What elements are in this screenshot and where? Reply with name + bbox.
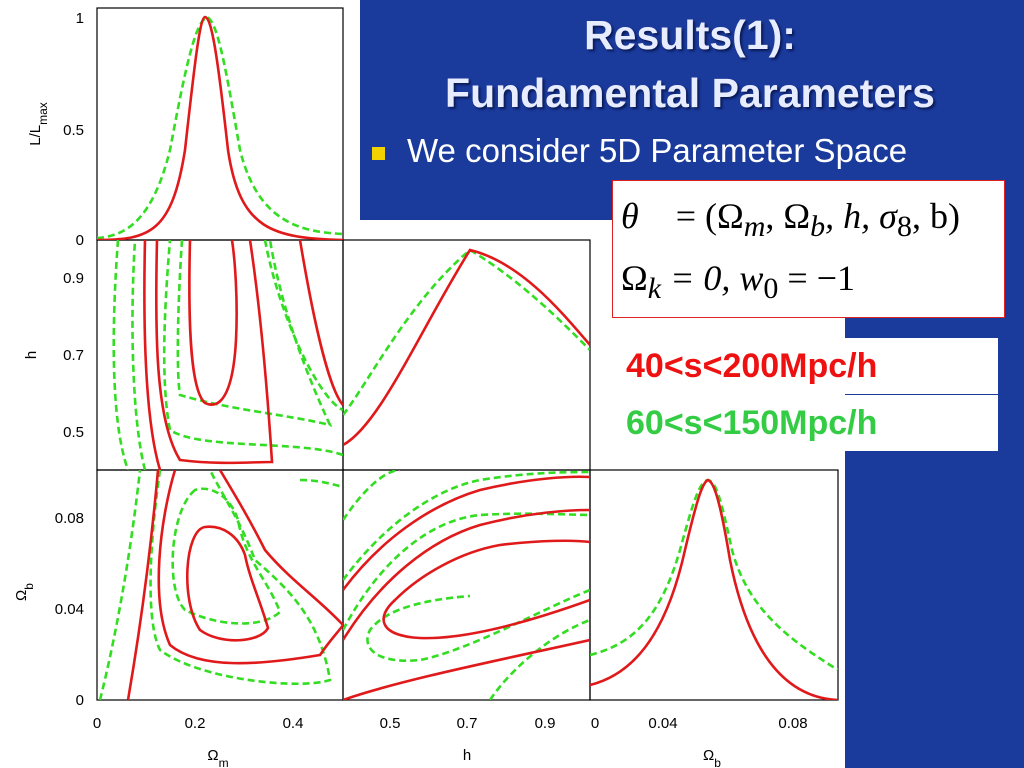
title-line: Results(1): xyxy=(584,12,796,58)
equation-box: θ⃗ = (Ωm, Ωb, h, σ8, b) Ωk = 0, w0 = −1 xyxy=(612,180,1005,318)
eq-part: θ⃗ xyxy=(621,196,667,236)
label-sub: b xyxy=(22,583,36,590)
y-tick-label: 0.5 xyxy=(63,424,84,441)
y-tick-label: 0.9 xyxy=(63,270,84,287)
y-tick-label: 0.7 xyxy=(63,347,84,364)
eq-part: = −1 xyxy=(778,258,856,298)
y-axis-label: L/Lmax xyxy=(27,102,50,146)
x-tick-label: 0.7 xyxy=(457,715,478,732)
range-label: 40<s<200Mpc/h xyxy=(612,338,998,394)
eq-part: Ω xyxy=(621,258,648,298)
y-tick-label: 0 xyxy=(76,692,84,709)
contour xyxy=(590,478,838,672)
y-tick-label: 0.08 xyxy=(55,510,84,527)
eq-part: 8 xyxy=(896,210,912,244)
curves xyxy=(97,15,343,240)
contour xyxy=(488,618,590,700)
eq-part: , h, σ xyxy=(825,196,897,236)
range-label: 60<s<150Mpc/h xyxy=(612,395,998,451)
y-tick-label: 0 xyxy=(76,232,84,249)
curves xyxy=(590,478,838,700)
x-tick-label: 0.5 xyxy=(380,715,401,732)
contour xyxy=(97,15,343,240)
x-axis-label: Ωb xyxy=(703,747,721,768)
eq-part: k xyxy=(647,272,662,306)
equation: Ωk = 0, w0 = −1 xyxy=(621,257,855,306)
contour xyxy=(143,240,343,470)
contour xyxy=(343,248,590,447)
contour xyxy=(590,478,838,700)
y-axis-label: Ωb xyxy=(13,583,36,601)
curves xyxy=(343,248,590,447)
eq-part: m xyxy=(743,210,766,244)
panel-frame xyxy=(342,469,591,701)
label-sub: b xyxy=(714,756,721,768)
y-axis-label: h xyxy=(23,351,40,359)
bullet-marker xyxy=(372,146,385,160)
contour xyxy=(343,248,590,416)
slide-title: Results(1): Fundamental Parameters xyxy=(370,6,1010,122)
contour xyxy=(131,240,333,470)
contour xyxy=(343,470,590,662)
curves xyxy=(112,240,343,470)
bullet: We consider 5D Parameter Space xyxy=(372,132,907,170)
contour xyxy=(126,470,343,700)
curves xyxy=(98,470,343,700)
contour xyxy=(343,475,590,700)
panel-frame xyxy=(589,469,839,701)
title-line: Fundamental Parameters xyxy=(445,70,935,116)
label-sub: max xyxy=(36,102,50,125)
label-sub: m xyxy=(219,756,229,768)
y-tick-label: 0.5 xyxy=(63,122,84,139)
x-tick-label: 0 xyxy=(591,715,599,732)
eq-part: b xyxy=(810,210,826,244)
contour xyxy=(97,15,343,240)
x-tick-label: 0.04 xyxy=(648,715,677,732)
eq-part: 0 xyxy=(763,272,779,306)
label-base: h xyxy=(23,351,40,359)
contour xyxy=(98,470,343,700)
label-base: h xyxy=(463,747,471,764)
eq-part: = (Ω xyxy=(666,196,744,236)
y-tick-label: 1 xyxy=(76,10,84,27)
x-tick-label: 0.2 xyxy=(185,715,206,732)
contour xyxy=(185,525,270,642)
contour xyxy=(112,240,343,470)
y-tick-label: 0.04 xyxy=(55,601,84,618)
label-base: Ω xyxy=(13,590,30,601)
curves xyxy=(343,470,590,700)
contour xyxy=(188,240,238,406)
panel-frame xyxy=(342,239,591,471)
eq-part: = 0, w xyxy=(661,258,764,298)
eq-part: , b) xyxy=(911,196,960,236)
label-base: L/L xyxy=(27,125,44,146)
eq-part: , Ω xyxy=(765,196,811,236)
label-base: Ω xyxy=(207,747,218,764)
x-tick-label: 0.9 xyxy=(535,715,556,732)
contour xyxy=(171,487,282,625)
x-axis-label: Ωm xyxy=(207,747,228,768)
x-tick-label: 0.4 xyxy=(283,715,304,732)
x-tick-label: 0 xyxy=(93,715,101,732)
x-axis-label: h xyxy=(463,747,471,764)
equation: θ⃗ = (Ωm, Ωb, h, σ8, b) xyxy=(621,195,960,244)
bullet-text: We consider 5D Parameter Space xyxy=(407,132,908,169)
x-tick-label: 0.08 xyxy=(778,715,807,732)
label-base: Ω xyxy=(703,747,714,764)
